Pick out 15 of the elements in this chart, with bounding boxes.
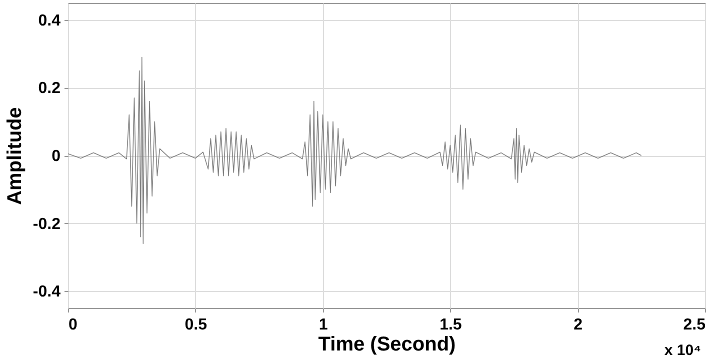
y-tick-label: 0.2 [38,80,61,98]
x-tick-label: 2.5 [683,316,706,334]
x-tick-label: 0 [68,316,78,334]
x-tick-label: 1 [318,316,328,334]
y-tick-label: -0.2 [32,216,61,233]
x-tick-label: 0.5 [184,316,208,334]
x-axis-title: Time (Second) [318,334,456,356]
x-tick-label: 1.5 [440,316,462,334]
text: x 10⁴ [664,342,701,359]
y-axis-title: Amplitude [4,107,26,205]
y-tick-label: -0.4 [32,284,61,301]
y-tick-label: 0.4 [38,12,61,30]
y-tick-label: 0 [52,148,61,165]
line-series [68,56,642,244]
x-tick-label: 2 [574,316,583,334]
